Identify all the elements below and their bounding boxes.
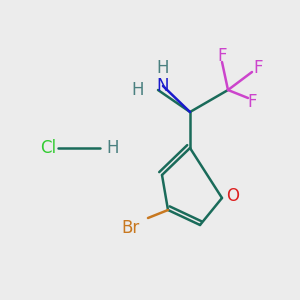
Text: H: H <box>157 59 169 77</box>
Text: F: F <box>217 47 227 65</box>
Text: F: F <box>247 93 257 111</box>
Text: N: N <box>157 77 169 95</box>
Text: F: F <box>253 59 263 77</box>
Text: O: O <box>226 187 239 205</box>
Text: H: H <box>106 139 118 157</box>
Text: Br: Br <box>122 219 140 237</box>
Text: H: H <box>132 81 144 99</box>
Text: Cl: Cl <box>40 139 56 157</box>
